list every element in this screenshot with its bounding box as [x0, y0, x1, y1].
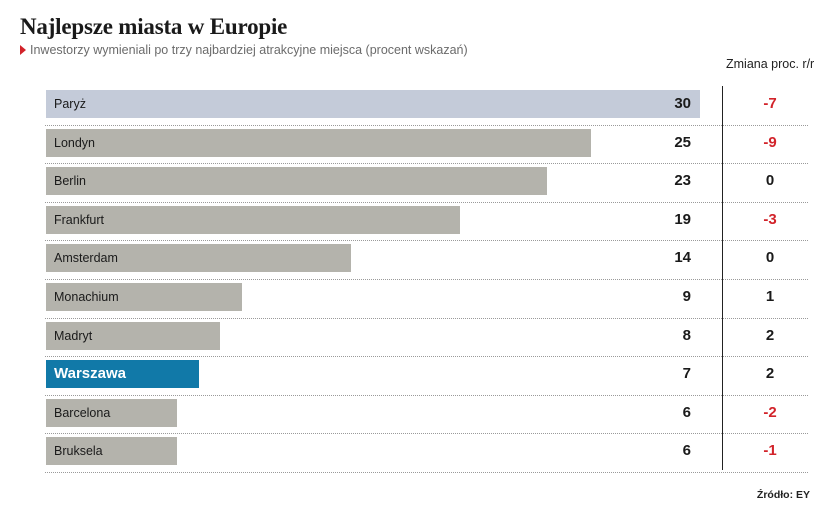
value-label: 25	[674, 133, 691, 151]
change-label: 2	[765, 326, 775, 344]
chart-subtitle: Inwestorzy wymieniali po trzy najbardzie…	[30, 43, 468, 57]
value-label: 6	[682, 442, 691, 460]
value-label: 23	[674, 172, 691, 190]
change-label: -7	[763, 95, 777, 112]
bar-row: Berlin 23 0	[45, 163, 808, 203]
bar	[46, 398, 177, 427]
column-divider	[722, 86, 723, 470]
change-label: 1	[765, 288, 775, 305]
bar	[46, 321, 221, 350]
bar	[46, 167, 548, 196]
bar	[46, 283, 243, 311]
bar-label: Warszawa	[54, 365, 126, 383]
change-label: -1	[763, 442, 777, 460]
bar-row: Londyn 25 -9	[45, 125, 808, 165]
bar	[46, 205, 461, 234]
bar-row: Warszawa 7 2	[45, 356, 808, 396]
bar-label: Londyn	[54, 135, 96, 150]
change-label: -3	[763, 210, 777, 228]
bar	[46, 360, 199, 389]
bar-label: Monachium	[54, 290, 119, 304]
bar-label: Frankfurt	[54, 212, 105, 227]
bar-row: Paryż 30 -7	[45, 86, 808, 126]
change-label: 0	[765, 249, 775, 267]
value-label: 14	[674, 249, 691, 267]
bar-label: Bruksela	[54, 444, 103, 459]
chart-title: Najlepsze miasta w Europie	[20, 14, 288, 39]
change-label: -9	[763, 133, 777, 151]
bar-label: Paryż	[54, 97, 86, 111]
value-label: 30	[674, 95, 691, 112]
source-note: Źródło: EY	[756, 489, 810, 501]
value-label: 9	[682, 288, 691, 305]
value-label: 19	[674, 210, 691, 228]
red-triangle-icon	[20, 45, 26, 55]
change-column-header: Zmiana proc. r/r	[726, 57, 815, 71]
bar-row: Monachium 9 1	[45, 279, 808, 319]
value-label: 8	[682, 326, 691, 344]
bar	[46, 128, 591, 157]
subtitle-row: Inwestorzy wymieniali po trzy najbardzie…	[20, 43, 468, 57]
bar-row: Madryt 8 2	[45, 318, 808, 358]
bar-label: Berlin	[54, 174, 86, 189]
bar	[46, 90, 700, 118]
bar-row: Frankfurt 19 -3	[45, 202, 808, 242]
bar-label: Barcelona	[54, 405, 111, 420]
bar-label: Madryt	[54, 328, 93, 343]
change-label: 0	[765, 172, 775, 190]
bar-row: Amsterdam 14 0	[45, 240, 808, 280]
bar-label: Amsterdam	[54, 251, 118, 266]
value-label: 6	[682, 403, 691, 421]
bar-row: Barcelona 6 -2	[45, 395, 808, 435]
bar	[46, 244, 352, 273]
value-label: 7	[682, 365, 691, 383]
bar-row: Bruksela 6 -1	[45, 433, 808, 473]
change-label: 2	[765, 365, 775, 383]
bar	[46, 437, 177, 466]
change-label: -2	[763, 403, 777, 421]
